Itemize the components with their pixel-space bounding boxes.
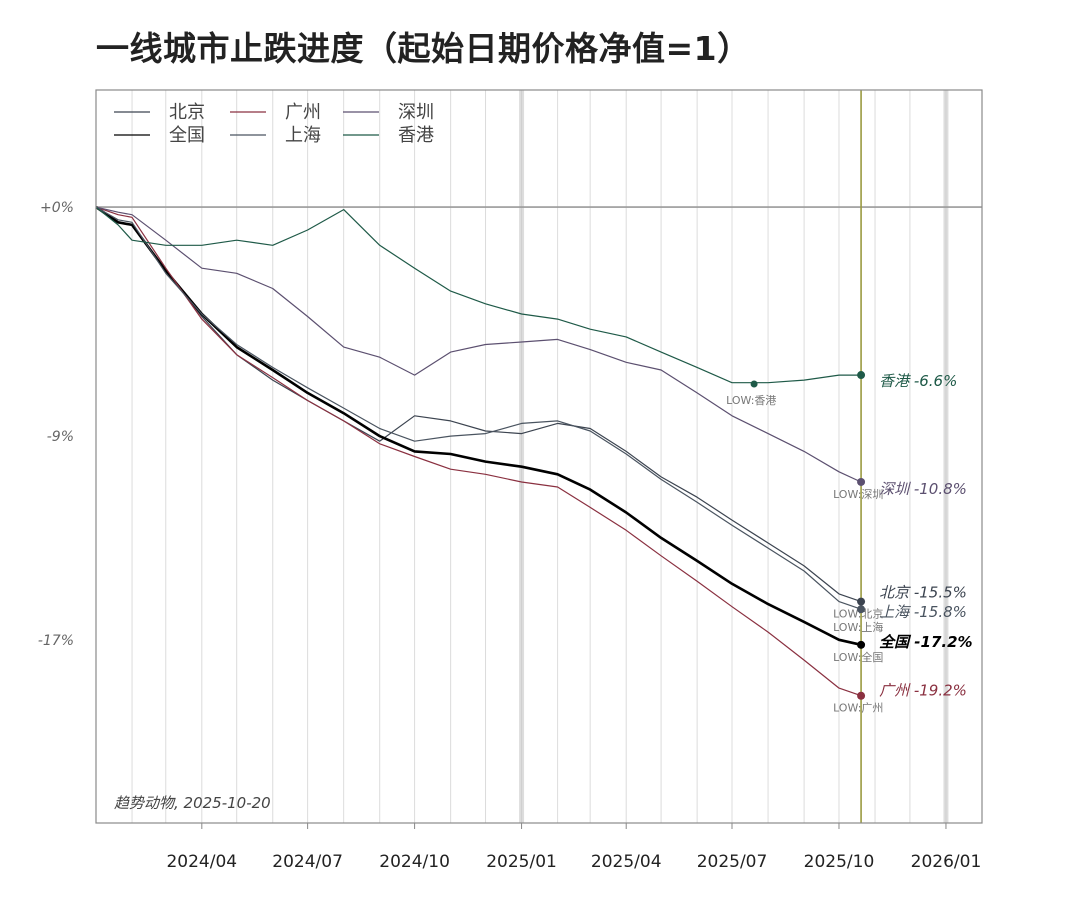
series-end-label: 全国 -17.2% <box>879 633 973 651</box>
low-marker <box>750 380 758 388</box>
series-end-label: 深圳 -10.8% <box>879 480 967 498</box>
low-label: LOW:深圳 <box>833 488 883 501</box>
series-end-label: 广州 -19.2% <box>879 682 967 700</box>
plot-frame <box>95 89 983 824</box>
series-line-北京 <box>95 206 862 603</box>
series-end-marker <box>857 640 866 649</box>
series-line-上海 <box>95 206 862 610</box>
legend-label: 北京 <box>169 102 205 123</box>
series-end-marker <box>857 371 866 380</box>
series-end-marker <box>857 597 866 606</box>
low-label: LOW:香港 <box>726 394 776 407</box>
x-tick-label: 2024/07 <box>272 852 343 872</box>
legend-label: 深圳 <box>398 102 434 123</box>
series-end-label: 香港 -6.6% <box>879 372 957 390</box>
series-line-广州 <box>95 206 862 697</box>
series-end-marker <box>857 691 866 700</box>
x-tick-label: 2024/10 <box>379 852 450 872</box>
y-tick-label: -17% <box>38 633 74 649</box>
source-note: 趋势动物, 2025-10-20 <box>114 794 271 812</box>
series-line-深圳 <box>95 206 862 483</box>
x-tick-label: 2025/07 <box>697 852 768 872</box>
low-label: LOW:全国 <box>833 650 883 664</box>
x-tick-label: 2026/01 <box>911 852 982 872</box>
x-tick-label: 2024/04 <box>166 852 237 872</box>
legend-label: 全国 <box>169 125 205 146</box>
plot-area <box>96 90 982 823</box>
page-title: 一线城市止跌进度（起始日期价格净值=1） <box>96 29 751 68</box>
series-end-label: 北京 -15.5% <box>879 584 967 602</box>
x-tick-label: 2025/04 <box>591 852 662 872</box>
low-label: LOW:广州 <box>833 702 883 715</box>
x-tick-label: 2025/10 <box>804 852 875 872</box>
y-tick-label: -9% <box>47 429 74 445</box>
low-label: LOW:上海 <box>833 620 883 634</box>
series-line-香港 <box>95 206 862 384</box>
series-end-label: 上海 -15.8% <box>879 603 967 621</box>
x-tick-label: 2025/01 <box>486 852 557 872</box>
legend-label: 上海 <box>285 125 321 146</box>
low-label: LOW:北京 <box>833 607 883 621</box>
y-tick-label: +0% <box>40 200 74 216</box>
series-end-marker <box>857 605 866 614</box>
series-end-marker <box>857 477 866 486</box>
legend-label: 香港 <box>398 125 434 146</box>
legend-label: 广州 <box>285 102 321 123</box>
